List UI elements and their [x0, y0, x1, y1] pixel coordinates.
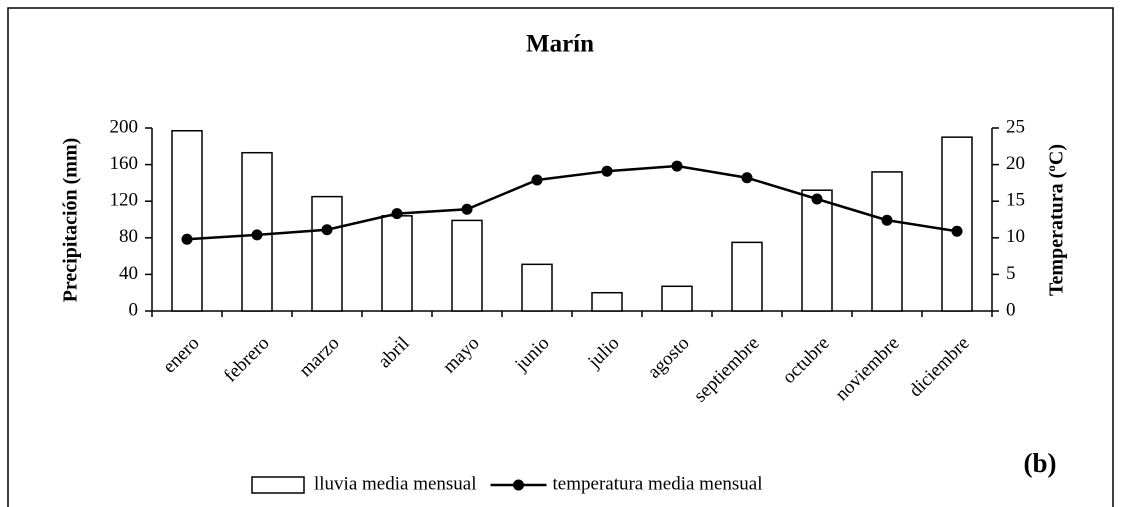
bar — [941, 136, 973, 312]
x-tick-label: enero — [159, 333, 204, 378]
bar — [871, 171, 903, 312]
bar — [171, 129, 203, 312]
y-tick-label: 40 — [119, 263, 138, 284]
y-tick-label: 160 — [110, 153, 139, 174]
y2-tick-label: 15 — [1006, 190, 1025, 211]
y2-axis-title: Temperatura (ºC) — [1046, 144, 1068, 296]
point — [181, 233, 193, 245]
point — [671, 160, 683, 172]
bar — [311, 195, 343, 312]
y-tick-label: 200 — [110, 116, 139, 137]
point — [881, 214, 893, 226]
x-tick-label: agosto — [644, 333, 694, 383]
bar — [661, 285, 693, 312]
legend-swatch — [251, 476, 305, 494]
point — [531, 174, 543, 186]
x-tick-label: octubre — [778, 333, 833, 388]
y-tick-label: 0 — [129, 299, 139, 320]
x-tick-label: junio — [510, 333, 553, 376]
y2-tick-label: 10 — [1006, 226, 1025, 247]
x-tick-label: abril — [374, 333, 413, 372]
x-tick-label: noviembre — [831, 333, 903, 405]
bar — [521, 263, 553, 312]
bar — [381, 215, 413, 312]
point — [461, 203, 473, 215]
point — [601, 165, 613, 177]
y2-tick-label: 20 — [1006, 153, 1025, 174]
y2-tick-label: 25 — [1006, 116, 1025, 137]
point — [251, 229, 263, 241]
frame — [7, 7, 1114, 507]
legend-label: temperatura media mensual — [553, 473, 763, 494]
x-tick-label: marzo — [295, 333, 343, 381]
x-tick-label: julio — [583, 333, 623, 373]
x-tick-label: diciembre — [905, 333, 974, 402]
legend-swatch-dot — [513, 479, 525, 491]
point — [811, 193, 823, 205]
bar — [451, 219, 483, 312]
chart-title: Marín — [526, 31, 594, 58]
x-tick-label: mayo — [439, 333, 484, 378]
line — [186, 164, 958, 241]
x-tick-label: septiembre — [690, 333, 764, 407]
point — [741, 172, 753, 184]
x-tick-label: febrero — [220, 333, 274, 387]
point — [321, 224, 333, 236]
bar — [731, 241, 763, 312]
legend-label: lluvia media mensual — [314, 473, 477, 494]
y2-tick-label: 5 — [1006, 263, 1016, 284]
y-axis-title: Precipitación (mm) — [60, 138, 82, 303]
y2-tick-label: 0 — [1006, 299, 1016, 320]
point — [391, 208, 403, 220]
y-tick-label: 80 — [119, 226, 138, 247]
point — [951, 225, 963, 237]
y-tick-label: 120 — [110, 190, 139, 211]
annotation: (b) — [1024, 448, 1057, 478]
bar — [801, 189, 833, 312]
bar — [591, 291, 623, 312]
